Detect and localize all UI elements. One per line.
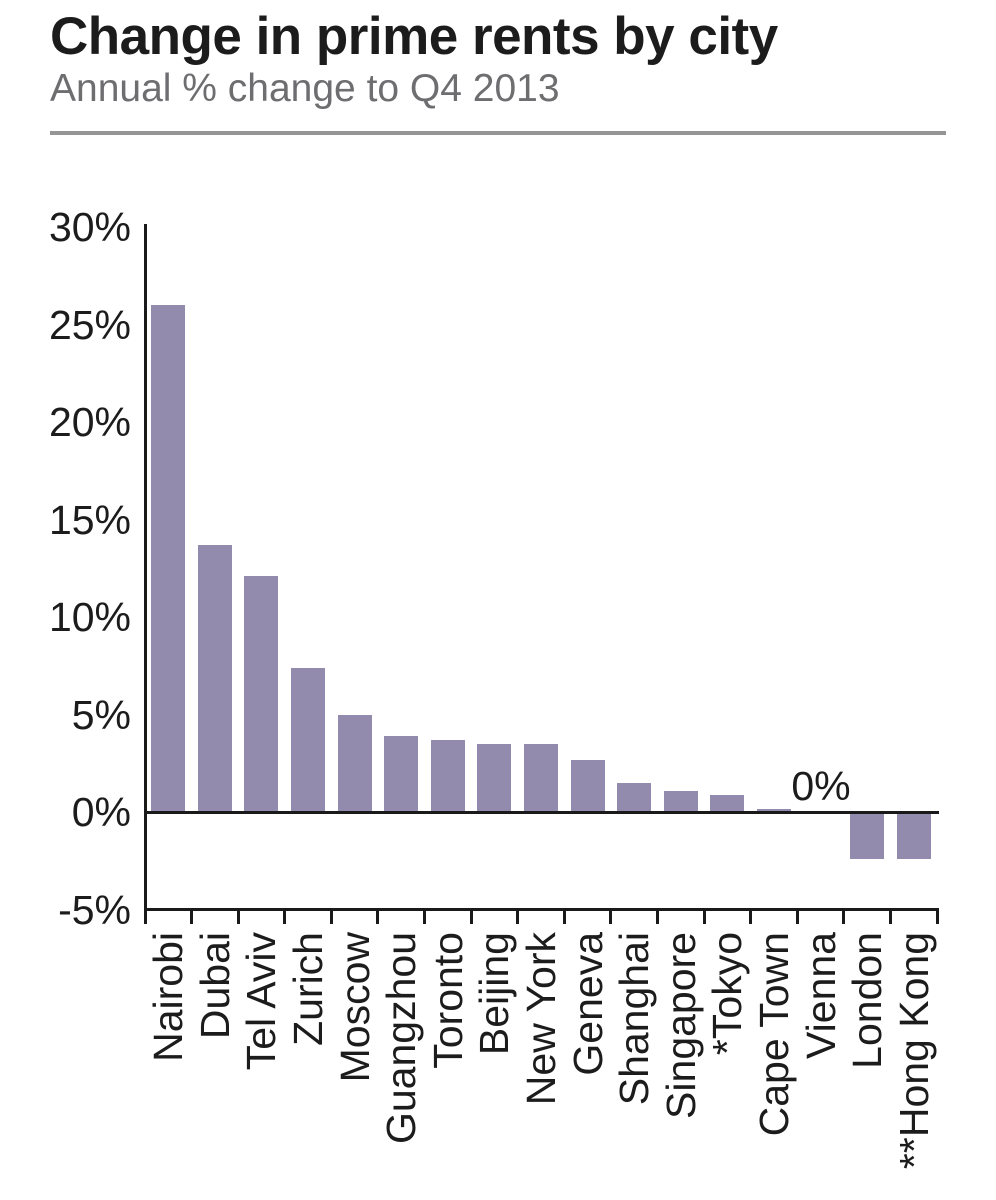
axis-tick bbox=[563, 908, 566, 924]
x-tick-label: New York bbox=[518, 932, 564, 1106]
bar bbox=[524, 744, 558, 813]
bar bbox=[198, 545, 232, 813]
bar bbox=[244, 576, 278, 813]
x-tick-label: Guangzhou bbox=[378, 932, 424, 1145]
axis-tick bbox=[656, 908, 659, 924]
x-tick-label: Dubai bbox=[192, 932, 238, 1040]
x-tick-label: Singapore bbox=[658, 932, 704, 1119]
axis-tick bbox=[516, 908, 519, 924]
axis-tick bbox=[936, 908, 939, 924]
x-tick-label: Nairobi bbox=[145, 932, 191, 1062]
y-axis-line bbox=[144, 224, 147, 910]
x-tick-label: Moscow bbox=[332, 932, 378, 1083]
bar bbox=[151, 305, 185, 813]
bar bbox=[384, 736, 418, 813]
y-tick-label: 5% bbox=[71, 692, 131, 738]
x-tick-label: Cape Town bbox=[751, 932, 797, 1137]
axis-tick bbox=[376, 908, 379, 924]
x-tick-label: Geneva bbox=[565, 932, 611, 1076]
x-tick-label: Shanghai bbox=[611, 932, 657, 1106]
chart-subtitle: Annual % change to Q4 2013 bbox=[50, 67, 560, 110]
axis-tick bbox=[796, 908, 799, 924]
y-tick-label: 0% bbox=[71, 789, 131, 835]
bar bbox=[710, 795, 744, 814]
y-tick-label: -5% bbox=[58, 887, 131, 933]
header-divider bbox=[50, 131, 946, 135]
bar bbox=[431, 740, 465, 813]
zero-baseline bbox=[145, 811, 939, 814]
x-tick-label: Tel Aviv bbox=[238, 932, 284, 1071]
bar bbox=[291, 668, 325, 813]
x-tick-label: Beijing bbox=[471, 932, 517, 1056]
axis-tick bbox=[144, 908, 147, 924]
axis-tick bbox=[190, 908, 193, 924]
axis-tick bbox=[470, 908, 473, 924]
x-tick-label: Toronto bbox=[425, 932, 471, 1069]
x-axis-line bbox=[145, 908, 939, 911]
axis-tick bbox=[889, 908, 892, 924]
zero-annotation: 0% bbox=[791, 763, 851, 809]
axis-tick bbox=[749, 908, 752, 924]
bar bbox=[477, 744, 511, 813]
axis-tick bbox=[423, 908, 426, 924]
axis-tick bbox=[283, 908, 286, 924]
bar bbox=[338, 715, 372, 814]
x-tick-label: Vienna bbox=[798, 932, 844, 1059]
axis-tick bbox=[237, 908, 240, 924]
y-tick-label: 20% bbox=[48, 399, 131, 445]
x-tick-label: **Hong Kong bbox=[891, 932, 937, 1170]
axis-tick bbox=[609, 908, 612, 924]
bar bbox=[850, 812, 884, 859]
bar bbox=[617, 783, 651, 813]
chart-title: Change in prime rents by city bbox=[50, 7, 778, 66]
bar bbox=[897, 812, 931, 859]
x-tick-label: London bbox=[844, 932, 890, 1069]
x-tick-label: Zurich bbox=[285, 932, 331, 1046]
y-tick-label: 25% bbox=[48, 302, 131, 348]
axis-tick bbox=[330, 908, 333, 924]
bar bbox=[571, 760, 605, 814]
y-tick-label: 15% bbox=[48, 497, 131, 543]
bar bbox=[664, 791, 698, 813]
x-tick-label: *Tokyo bbox=[704, 932, 750, 1056]
axis-tick bbox=[842, 908, 845, 924]
y-tick-label: 30% bbox=[48, 204, 131, 250]
axis-tick bbox=[703, 908, 706, 924]
y-tick-label: 10% bbox=[48, 594, 131, 640]
